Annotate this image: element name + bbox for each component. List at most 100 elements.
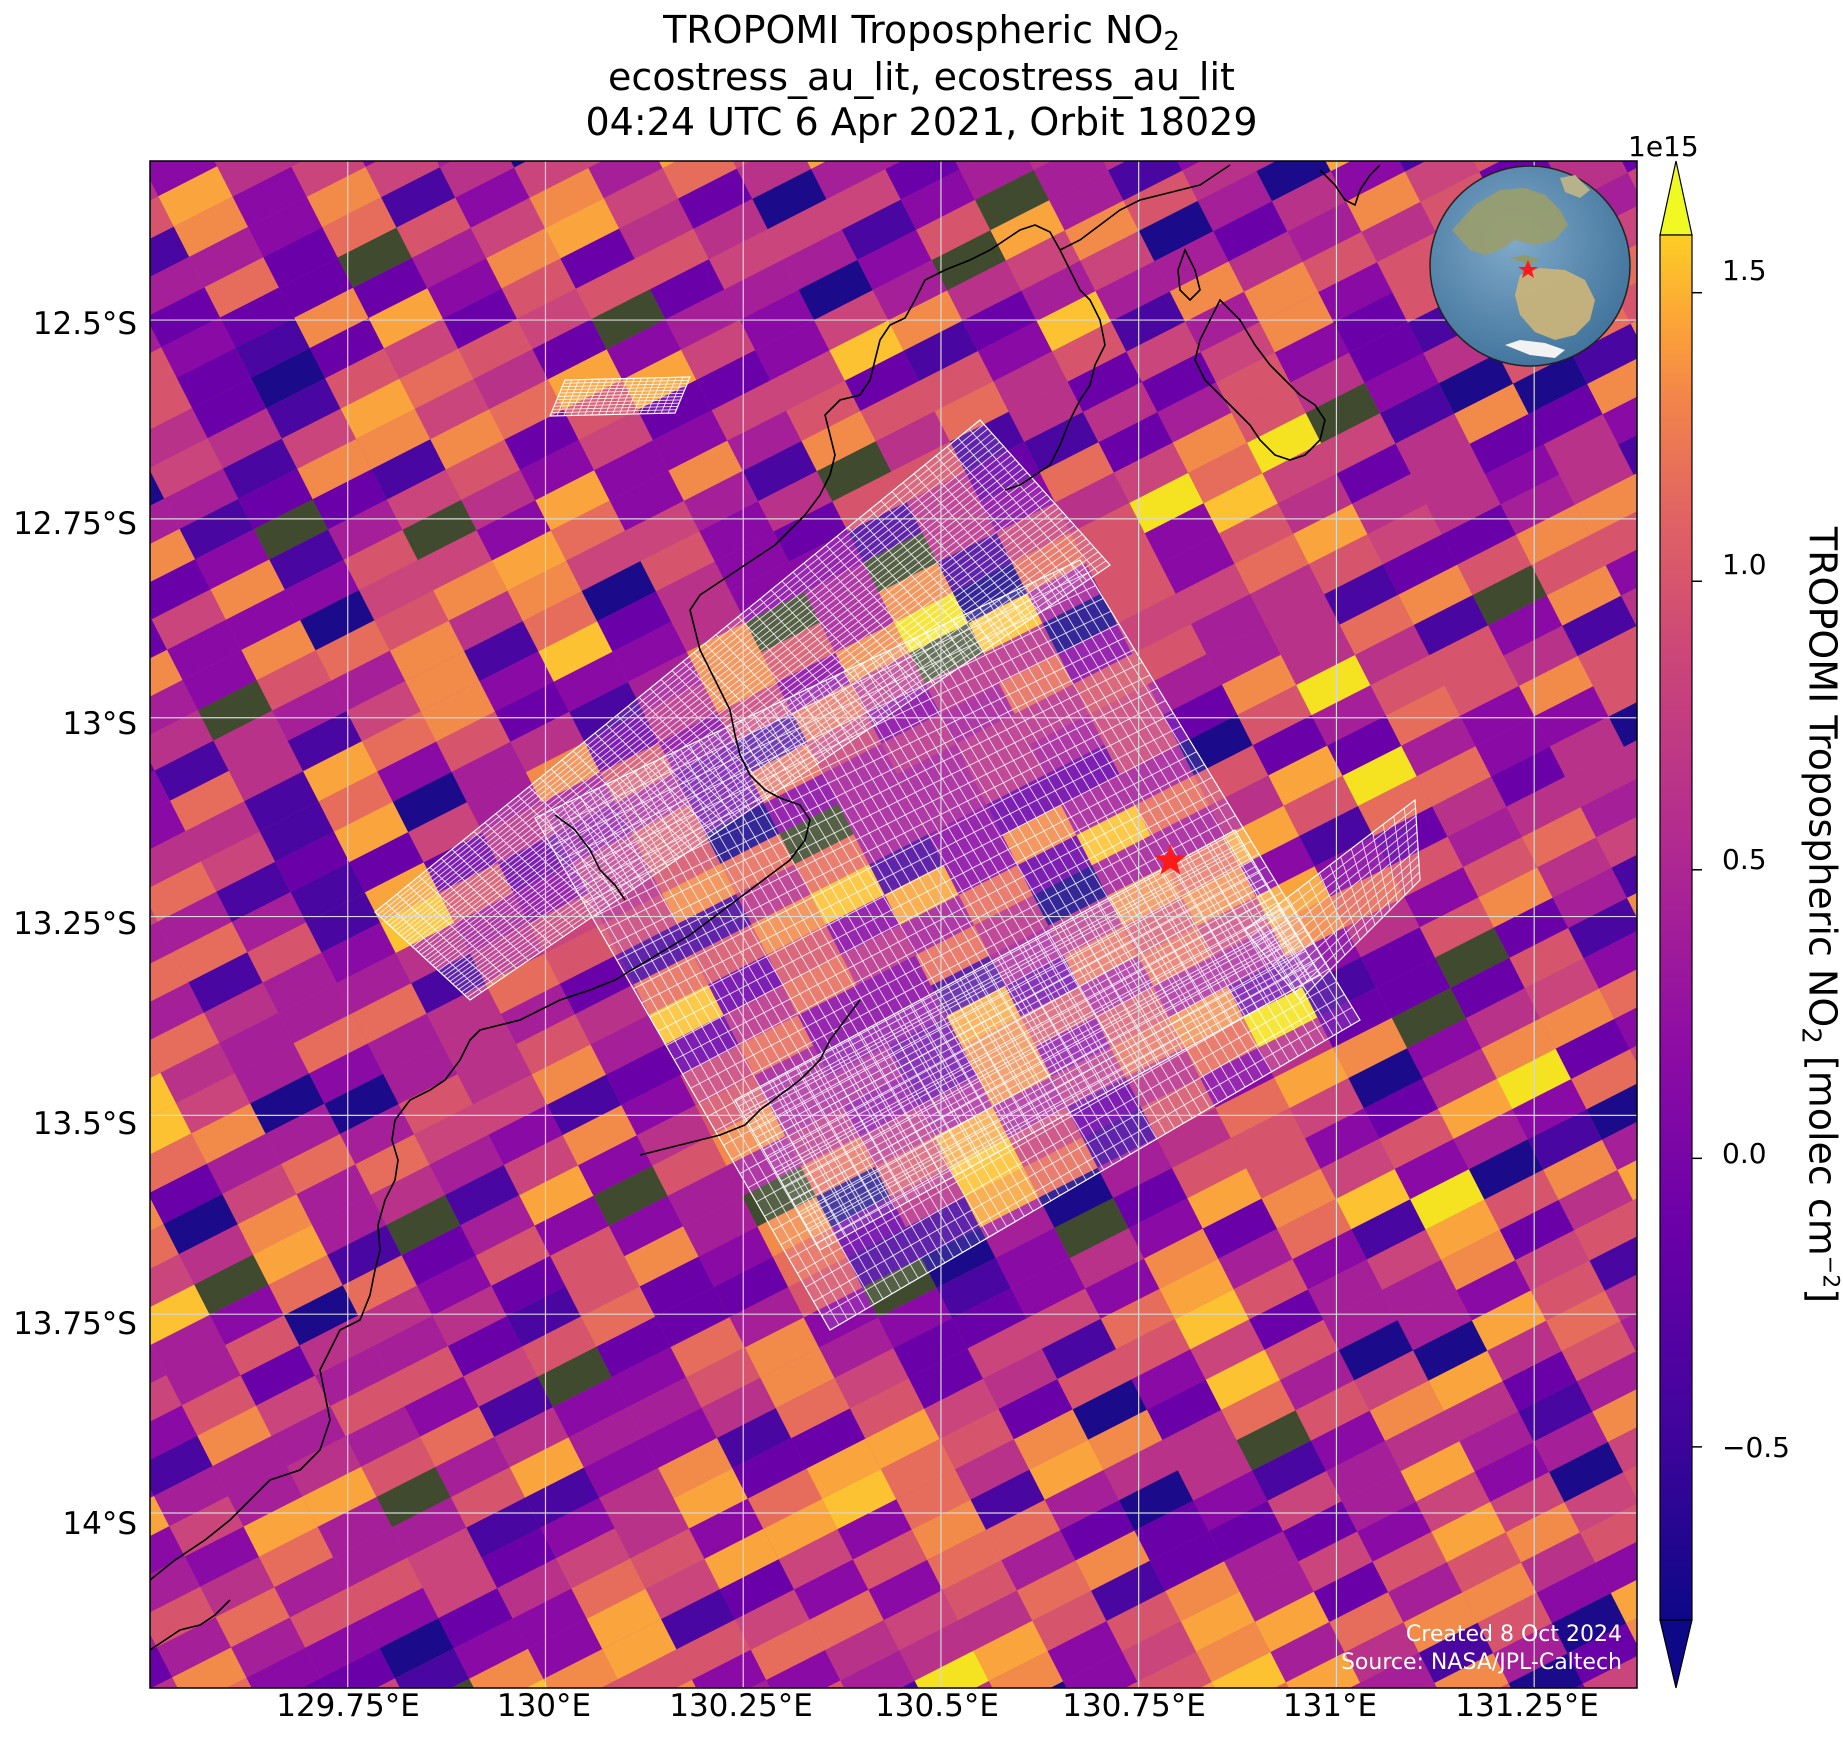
no2-pixel (1070, 502, 1145, 564)
no2-pixel (1503, 625, 1578, 686)
no2-pixel (834, 1348, 909, 1409)
no2-pixel (1156, 1107, 1231, 1168)
no2-pixel (822, 1469, 897, 1530)
no2-pixel (291, 161, 366, 197)
no2-pixel (346, 681, 421, 742)
no2-pixel (1602, 396, 1637, 445)
no2-pixel (1469, 414, 1544, 475)
no2-pixel (1521, 1532, 1596, 1593)
no2-pixel (293, 1013, 368, 1074)
no2-pixel (908, 1348, 984, 1409)
no2-pixel (426, 983, 501, 1044)
footprint-hatch (605, 378, 621, 415)
no2-pixel (719, 1559, 795, 1620)
no2-pixel (404, 1376, 479, 1437)
no2-pixel (652, 1135, 727, 1196)
footprint-hatch (452, 538, 1087, 985)
no2-pixel (1549, 1442, 1624, 1503)
no2-pixel (1490, 1472, 1565, 1533)
no2-pixel (164, 468, 239, 529)
no2-pixel (955, 161, 977, 170)
no2-pixel (1259, 292, 1334, 353)
no2-pixel (1157, 382, 1232, 443)
no2-pixel (1571, 1049, 1637, 1110)
no2-pixel (281, 408, 357, 469)
no2-pixel (608, 1196, 684, 1257)
lon-tick-label: 129.75°E (276, 1688, 420, 1724)
source-credit: Source: NASA/JPL-Caltech (1340, 1650, 1622, 1675)
no2-pixel (389, 1346, 464, 1407)
no2-pixel (1405, 161, 1480, 202)
no2-pixel (74, 1163, 148, 1223)
no2-pixel (653, 410, 728, 471)
chart-subtitle-target: ecostress_au_lit, ecostress_au_lit (608, 55, 1235, 99)
no2-pixel (600, 1679, 623, 1688)
footprint-hatch (1266, 831, 1418, 959)
no2-pixel (696, 350, 771, 411)
footprint-hatch (551, 409, 677, 414)
no2-pixel (398, 1074, 473, 1135)
no2-pixel (150, 761, 155, 773)
no2-pixel (435, 1437, 510, 1498)
no2-pixel (1462, 1562, 1537, 1623)
no2-pixel (1394, 1139, 1469, 1200)
no2-pixel (1175, 563, 1250, 624)
no2-pixel (952, 1288, 1027, 1349)
no2-pixel (278, 982, 353, 1044)
no2-pixel (1075, 1530, 1150, 1591)
no2-pixel (565, 1256, 640, 1317)
no2-pixel (235, 317, 310, 378)
no2-pixel (322, 197, 397, 258)
no2-pixel (163, 1194, 238, 1255)
no2-pixel (232, 166, 307, 227)
no2-pixel (364, 1587, 439, 1649)
footprint-hatch (1294, 871, 1420, 994)
no2-pixel (939, 1409, 1014, 1470)
no2-pixel (1432, 776, 1507, 837)
no2-pixel (702, 652, 777, 713)
footprint-hatch (1261, 823, 1417, 952)
lat-tick-label: 13°S (62, 706, 137, 742)
no2-pixel (1258, 1017, 1333, 1078)
no2-pixel (911, 1499, 986, 1560)
footprint-hatch (902, 482, 1029, 621)
no2-pixel (681, 319, 756, 380)
no2-pixel (203, 982, 279, 1043)
no2-pixel (1199, 1047, 1275, 1108)
no2-pixel (556, 1528, 631, 1589)
no2-pixel (215, 1587, 290, 1648)
no2-pixel (588, 161, 663, 199)
no2-pixel (1624, 740, 1637, 773)
no2-pixel (797, 985, 873, 1046)
no2-pixel (775, 1378, 850, 1439)
no2-pixel (509, 1437, 584, 1498)
no2-pixel (373, 1315, 448, 1377)
no2-pixel (1555, 1018, 1630, 1080)
no2-pixel (219, 1012, 294, 1074)
no2-pixel (1199, 1682, 1215, 1688)
no2-pixel (1617, 1160, 1637, 1201)
no2-pixel (816, 1166, 891, 1227)
no2-pixel (1033, 865, 1108, 926)
no2-pixel (711, 1105, 786, 1166)
footprint-hatch (792, 571, 913, 700)
no2-pixel (949, 1137, 1024, 1198)
no2-pixel (1274, 1047, 1349, 1109)
no2-pixel (1499, 1200, 1575, 1261)
footprint-hatch (484, 822, 587, 922)
no2-pixel (1398, 564, 1473, 625)
no2-pixel (150, 1435, 213, 1496)
no2-pixel (1182, 161, 1257, 201)
no2-pixel (634, 228, 709, 290)
no2-pixel (1302, 957, 1377, 1018)
no2-pixel (414, 1104, 489, 1165)
no2-pixel (212, 1436, 287, 1497)
no2-pixel (915, 925, 990, 986)
footprint-hatch (704, 643, 820, 764)
no2-pixel (1552, 1593, 1627, 1654)
no2-pixel (392, 771, 467, 833)
no2-pixel (801, 411, 876, 472)
no2-pixel (451, 741, 526, 803)
no2-pixel (345, 1406, 420, 1467)
no2-pixel (262, 952, 337, 1013)
